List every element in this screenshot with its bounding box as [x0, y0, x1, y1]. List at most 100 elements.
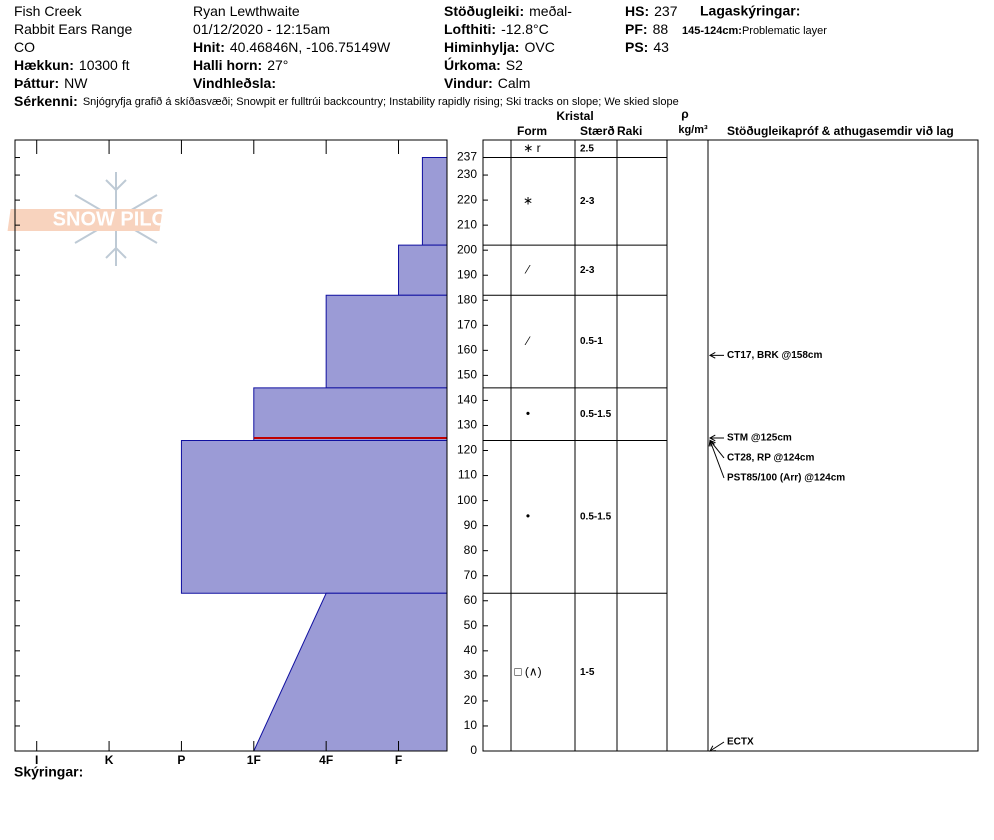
hardness-layer — [398, 244, 448, 296]
test-arrowhead — [708, 434, 716, 442]
surface-form: ∗ r — [523, 141, 540, 155]
field-label: Halli horn: — [193, 57, 262, 73]
grain-size: 2-3 — [580, 265, 595, 276]
logo: SNOW PILOT — [7, 172, 179, 266]
header-field: Þáttur: NW — [14, 75, 88, 91]
header-field: Halli horn: 27° — [193, 57, 288, 73]
header-crystal: Kristal — [556, 109, 593, 123]
test-arrow — [709, 440, 725, 459]
field-label: Vindhleðsla: — [193, 75, 276, 91]
test-arrowhead — [708, 439, 715, 447]
test-arrowhead — [709, 745, 717, 752]
y-tick-label: 170 — [457, 317, 477, 331]
grain-form: • — [526, 406, 530, 420]
test-label: CT17, BRK @158cm — [727, 350, 822, 361]
y-tick-label: 180 — [457, 292, 477, 306]
grain-size: 1-5 — [580, 667, 595, 678]
table-frame — [482, 139, 979, 752]
field-value: -12.8°C — [501, 21, 549, 37]
x-tick-label: P — [177, 753, 185, 767]
y-tick-label: 110 — [458, 468, 477, 482]
grain-form: ∗ — [523, 194, 533, 208]
header-field: Vindhleðsla: — [193, 75, 276, 91]
grain-size: 2-3 — [580, 196, 595, 207]
y-tick-label: 20 — [464, 693, 478, 707]
footer-label: Skýringar: — [14, 764, 83, 780]
field-label: Hnit: — [193, 39, 225, 55]
field-value: NW — [64, 75, 88, 91]
header-field: Ryan Lewthwaite — [193, 3, 300, 19]
field-label: Vindur: — [444, 75, 493, 91]
header-field: Himinhylja: OVC — [444, 39, 555, 55]
grain-size: 0.5-1.5 — [580, 512, 612, 523]
x-tick-label: 1F — [247, 753, 261, 767]
test-label: PST85/100 (Arr) @124cm — [727, 473, 845, 484]
field-value: CO — [14, 39, 35, 55]
y-tick-label: 210 — [457, 217, 477, 231]
header-field: HS: 237 — [625, 3, 678, 19]
y-tick-label: 190 — [457, 267, 477, 281]
grain-form: • — [526, 509, 530, 523]
y-tick-label: 80 — [464, 543, 478, 557]
field-value: Calm — [498, 75, 531, 91]
y-tick-label: 90 — [464, 518, 478, 532]
surface-size: 2.5 — [580, 143, 594, 154]
y-tick-label: 150 — [457, 368, 477, 382]
y-tick-label: 40 — [464, 643, 478, 657]
hardness-layer — [325, 294, 448, 389]
header-field: PS: 43 — [625, 39, 669, 55]
field-label: Úrkoma: — [444, 56, 501, 73]
hardness-layer — [253, 592, 448, 752]
test-label: ECTX — [727, 737, 754, 748]
grain-size: 0.5-1.5 — [580, 409, 612, 420]
field-label: Himinhylja: — [444, 39, 519, 55]
field-value: 27° — [267, 57, 288, 73]
note-text: Problematic layer — [742, 25, 827, 37]
header-form: Form — [517, 124, 547, 138]
field-label: PF: — [625, 21, 648, 37]
field-label: Lofthiti: — [444, 21, 496, 37]
y-tick-label: 120 — [457, 443, 477, 457]
header-field: Rabbit Ears Range — [14, 21, 133, 37]
plot-frame — [14, 139, 448, 752]
y-tick-label: 220 — [457, 192, 477, 206]
header-size: Stærð — [580, 124, 615, 138]
y-tick-label: 200 — [457, 242, 477, 256]
test-label: STM @125cm — [727, 433, 792, 444]
y-tick-label: 70 — [464, 568, 478, 582]
y-tick-label: 60 — [464, 593, 478, 607]
y-tick-label: 140 — [457, 393, 477, 407]
y-tick-label: 30 — [464, 668, 478, 682]
field-value: 43 — [653, 39, 669, 55]
hardness-layer — [421, 157, 448, 246]
remarks-label: Sérkenni: — [14, 93, 78, 109]
x-tick-label: F — [395, 753, 402, 767]
header-field: CO — [14, 39, 35, 55]
remarks: Sérkenni: Snjógryfja grafið á skíðasvæði;… — [14, 93, 679, 109]
field-value: Rabbit Ears Range — [14, 21, 133, 37]
hardness-layer — [253, 387, 448, 441]
x-tick-label: 4F — [319, 753, 333, 767]
y-tick-label: 230 — [457, 167, 477, 181]
header-field: Hækkun: 10300 ft — [14, 57, 130, 73]
grain-form: ⁄ — [524, 262, 531, 276]
test-arrow — [709, 440, 725, 479]
remarks-value: Snjógryfja grafið á skíðasvæði; Snowpit … — [83, 96, 679, 108]
field-value: 40.46846N, -106.75149W — [230, 39, 391, 55]
header-tests: Stöðugleikapróf & athugasemdir við lag — [727, 124, 954, 138]
note-range: 145-124cm: — [682, 25, 742, 37]
field-value: 10300 ft — [79, 57, 130, 73]
header-field: Vindur: Calm — [444, 75, 530, 91]
x-tick-label: K — [105, 753, 114, 767]
field-label: Þáttur: — [14, 75, 59, 91]
grain-form: ⁄ — [524, 334, 531, 348]
header-moisture: Raki — [617, 124, 642, 138]
field-label: PS: — [625, 39, 648, 55]
header-field: PF: 88 — [625, 21, 668, 37]
header-field: Lofthiti: -12.8°C — [444, 21, 549, 37]
y-tick-label: 237 — [457, 150, 477, 164]
y-tick-label: 0 — [470, 743, 477, 757]
grain-form: □ (∧) — [514, 664, 541, 678]
header-density-unit: kg/m³ — [678, 124, 708, 136]
